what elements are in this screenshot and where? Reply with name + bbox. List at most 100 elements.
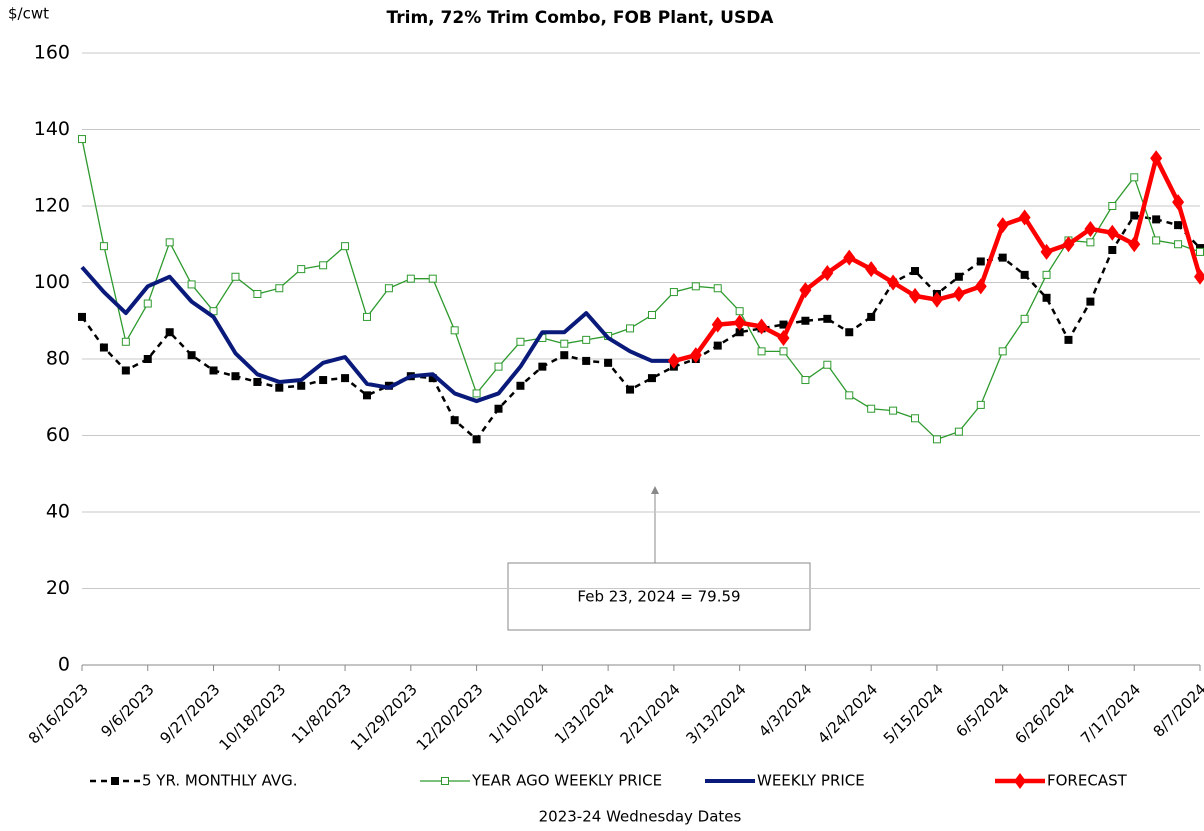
x-tick-label: 2/21/2024 bbox=[617, 680, 684, 747]
marker bbox=[406, 274, 415, 283]
x-tick-label: 3/13/2024 bbox=[683, 680, 750, 747]
marker bbox=[450, 416, 459, 425]
x-tick-label: 11/8/2023 bbox=[288, 680, 355, 747]
legend-label: YEAR AGO WEEKLY PRICE bbox=[471, 772, 662, 790]
marker bbox=[845, 328, 854, 337]
marker bbox=[362, 312, 371, 321]
marker bbox=[582, 335, 591, 344]
series-line bbox=[673, 155, 1203, 364]
x-tick-label: 4/3/2024 bbox=[755, 680, 815, 740]
y-axis-label: $/cwt bbox=[8, 5, 49, 23]
annotation: Feb 23, 2024 = 79.59 bbox=[577, 588, 740, 606]
x-tick-label: 6/5/2024 bbox=[952, 680, 1012, 740]
marker bbox=[319, 376, 328, 385]
marker bbox=[275, 383, 284, 392]
marker bbox=[165, 238, 174, 247]
marker bbox=[1194, 268, 1204, 285]
x-axis-label: 2023-24 Wednesday Dates bbox=[539, 808, 742, 826]
x-tick-label: 8/7/2024 bbox=[1150, 680, 1204, 740]
marker bbox=[1084, 220, 1097, 237]
marker bbox=[757, 347, 766, 356]
marker bbox=[932, 435, 941, 444]
x-tick-label: 1/10/2024 bbox=[485, 680, 552, 747]
marker bbox=[667, 352, 680, 369]
x-tick-label: 7/17/2024 bbox=[1077, 680, 1144, 747]
marker bbox=[341, 242, 350, 251]
marker bbox=[253, 289, 262, 298]
marker bbox=[713, 341, 722, 350]
marker bbox=[165, 328, 174, 337]
marker bbox=[647, 374, 656, 383]
y-tick-label: 60 bbox=[46, 424, 70, 446]
marker bbox=[1062, 236, 1075, 253]
marker bbox=[1128, 236, 1141, 253]
x-tick-label: 10/18/2023 bbox=[215, 680, 289, 754]
marker bbox=[516, 337, 525, 346]
marker bbox=[1130, 211, 1139, 220]
marker bbox=[341, 374, 350, 383]
marker bbox=[121, 337, 130, 346]
marker bbox=[231, 372, 240, 381]
marker bbox=[121, 366, 130, 375]
marker bbox=[472, 435, 481, 444]
marker bbox=[275, 284, 284, 293]
marker bbox=[867, 312, 876, 321]
marker bbox=[1108, 245, 1117, 254]
marker bbox=[1086, 297, 1095, 306]
marker bbox=[1152, 236, 1161, 245]
chart-title: Trim, 72% Trim Combo, FOB Plant, USDA bbox=[387, 8, 775, 28]
x-tick-label: 8/16/2023 bbox=[25, 680, 92, 747]
marker bbox=[78, 312, 86, 321]
marker bbox=[954, 272, 963, 281]
x-tick-label: 11/29/2023 bbox=[347, 680, 421, 754]
marker bbox=[99, 343, 108, 352]
marker bbox=[626, 324, 635, 333]
y-tick-label: 0 bbox=[58, 654, 70, 676]
series-line bbox=[80, 265, 674, 404]
y-tick-label: 120 bbox=[34, 195, 70, 217]
marker bbox=[1174, 240, 1183, 249]
y-tick-label: 140 bbox=[34, 118, 70, 140]
marker bbox=[187, 280, 196, 289]
marker bbox=[779, 347, 788, 356]
marker bbox=[845, 391, 854, 400]
marker bbox=[887, 274, 900, 291]
marker bbox=[996, 217, 1009, 234]
legend-marker bbox=[1014, 773, 1026, 789]
x-tick-label: 9/27/2023 bbox=[156, 680, 223, 747]
marker bbox=[735, 307, 744, 316]
marker bbox=[823, 360, 832, 369]
marker bbox=[777, 329, 790, 346]
marker bbox=[823, 314, 832, 323]
marker bbox=[1106, 224, 1119, 241]
marker bbox=[538, 362, 547, 371]
marker bbox=[711, 316, 724, 333]
marker bbox=[494, 362, 503, 371]
marker bbox=[843, 249, 856, 266]
marker bbox=[998, 253, 1007, 262]
x-tick-label: 4/24/2024 bbox=[814, 680, 881, 747]
marker bbox=[78, 135, 86, 144]
marker bbox=[362, 391, 371, 400]
marker bbox=[494, 404, 503, 413]
marker bbox=[779, 320, 788, 329]
marker bbox=[1042, 293, 1051, 302]
marker bbox=[865, 261, 878, 278]
marker bbox=[801, 316, 810, 325]
marker bbox=[799, 282, 812, 299]
marker bbox=[1042, 270, 1051, 279]
marker bbox=[801, 376, 810, 385]
x-tick-label: 5/15/2024 bbox=[880, 680, 947, 747]
x-tick-label: 9/6/2023 bbox=[97, 680, 157, 740]
marker bbox=[384, 284, 393, 293]
marker bbox=[998, 347, 1007, 356]
marker bbox=[187, 351, 196, 360]
marker bbox=[974, 278, 987, 295]
marker bbox=[1150, 150, 1163, 167]
marker bbox=[733, 314, 746, 331]
marker bbox=[911, 414, 920, 423]
marker bbox=[560, 351, 569, 360]
marker bbox=[1020, 270, 1029, 279]
legend-label: 5 YR. MONTHLY AVG. bbox=[142, 772, 298, 790]
